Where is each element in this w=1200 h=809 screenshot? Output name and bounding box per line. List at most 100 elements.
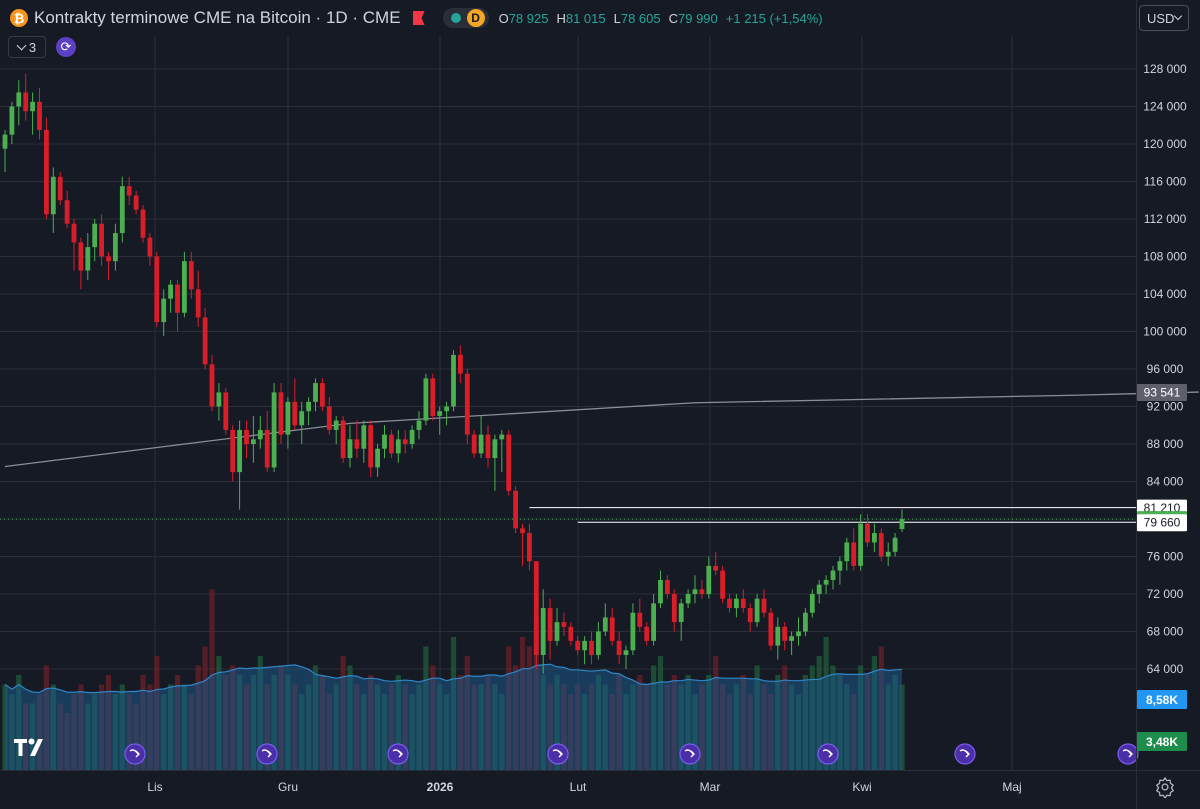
event-marker-glyph xyxy=(552,749,563,758)
event-marker-circle xyxy=(679,743,701,765)
market-status-pill[interactable]: D xyxy=(442,8,489,28)
flag-icon[interactable] xyxy=(412,11,425,25)
volume-avg-label: 8,58K xyxy=(1146,693,1178,707)
candle-body xyxy=(188,261,194,290)
ohlc-readout: O78 925 H81 015 L78 605 C79 990 +1 215 (… xyxy=(499,11,823,26)
candle-body xyxy=(202,317,208,365)
candle-body xyxy=(740,598,746,609)
candle-body xyxy=(665,579,670,594)
candle-body xyxy=(734,598,739,609)
candle-body xyxy=(175,284,180,313)
candle-body xyxy=(561,622,567,627)
volume-last-label-bg xyxy=(1137,732,1187,751)
candle-body xyxy=(851,542,857,566)
event-marker-icon xyxy=(124,743,146,765)
candle-body xyxy=(264,429,270,468)
event-marker-icon xyxy=(954,743,976,765)
candle-body xyxy=(285,401,291,435)
candle-body xyxy=(333,420,339,430)
candle-body xyxy=(768,612,774,646)
candle-body xyxy=(782,626,788,641)
candle-body xyxy=(464,373,470,435)
y-tick-label: 128 000 xyxy=(1143,62,1187,76)
candle-body xyxy=(216,392,222,407)
candle-body xyxy=(506,434,512,491)
candle-body xyxy=(182,261,187,313)
chart-header: ₿ Kontrakty terminowe CME na Bitcoin · 1… xyxy=(0,0,1136,36)
currency-label: USD xyxy=(1147,10,1175,26)
candle-body xyxy=(71,223,77,243)
price-label-text: 93 541 xyxy=(1144,386,1181,400)
indicator-toolbar: 3 ⟳ xyxy=(8,36,76,58)
candle-body xyxy=(720,570,725,599)
chevron-down-icon xyxy=(1173,11,1183,21)
candle-body xyxy=(257,429,263,440)
candle-body xyxy=(692,589,698,594)
candle-body xyxy=(57,176,63,201)
candle-body xyxy=(230,429,236,473)
candle-body xyxy=(844,542,850,562)
candle-body xyxy=(126,186,132,196)
candle-body xyxy=(823,579,829,585)
event-marker-glyph xyxy=(822,749,833,758)
candle-body xyxy=(30,101,35,112)
sync-icon[interactable]: ⟳ xyxy=(56,37,76,57)
candle-body xyxy=(499,434,505,440)
price-label-text: 79 660 xyxy=(1144,516,1181,530)
candle-body xyxy=(816,584,822,594)
market-open-dot-icon xyxy=(450,13,461,23)
chevron-down-icon xyxy=(16,40,27,50)
candle-body xyxy=(44,129,49,215)
candle-body xyxy=(865,523,870,543)
candle-body xyxy=(616,640,622,655)
candle-body xyxy=(761,598,767,613)
event-marker-circle xyxy=(1117,743,1139,765)
volume-average-line xyxy=(4,663,903,694)
close-value: 79 990 xyxy=(678,10,718,26)
currency-select[interactable]: USD xyxy=(1139,5,1189,31)
low-value: 78 605 xyxy=(620,10,661,26)
event-marker-circle xyxy=(256,743,278,765)
high-label: H xyxy=(556,10,566,26)
price-label-bg xyxy=(1137,384,1187,402)
candle-body xyxy=(409,429,415,444)
candle-body xyxy=(9,106,15,135)
event-marker-circle xyxy=(124,743,146,765)
event-marker-glyph xyxy=(261,749,272,758)
candle-body xyxy=(713,565,719,571)
candle-body xyxy=(161,298,167,323)
event-marker-glyph xyxy=(1122,749,1133,758)
candle-body xyxy=(382,434,387,449)
candle-body xyxy=(313,383,318,402)
candle-body xyxy=(416,420,422,430)
event-marker-icon xyxy=(1117,743,1139,765)
gear-icon[interactable] xyxy=(1154,776,1176,798)
candle-body xyxy=(451,354,456,407)
y-tick-label: 88 000 xyxy=(1147,437,1184,451)
candle-body xyxy=(630,612,636,651)
candle-body xyxy=(430,378,436,416)
symbol-title[interactable]: Kontrakty terminowe CME na Bitcoin · 1D … xyxy=(34,8,401,27)
y-tick-label: 120 000 xyxy=(1143,137,1187,151)
change-value: +1 215 (+1,54%) xyxy=(725,10,823,26)
candle-body xyxy=(50,176,56,215)
candle-body xyxy=(706,565,712,594)
interval-badge: D xyxy=(466,9,485,27)
candle-body xyxy=(796,631,801,637)
candle-body xyxy=(520,528,525,534)
event-marker-icon xyxy=(817,743,839,765)
y-tick-label: 64 000 xyxy=(1147,662,1184,676)
event-marker-glyph xyxy=(392,749,403,758)
low-label: L xyxy=(613,10,621,26)
candle-body xyxy=(113,233,118,262)
candle-body xyxy=(830,570,836,580)
indicator-count: 3 xyxy=(28,39,37,55)
candle-body xyxy=(16,92,22,107)
high-value: 81 015 xyxy=(565,10,606,26)
y-tick-label: 124 000 xyxy=(1143,100,1187,114)
candle-body xyxy=(23,92,29,112)
indicators-collapse-button[interactable]: 3 xyxy=(8,36,46,58)
candle-body xyxy=(237,429,242,473)
y-tick-label: 108 000 xyxy=(1143,250,1187,264)
